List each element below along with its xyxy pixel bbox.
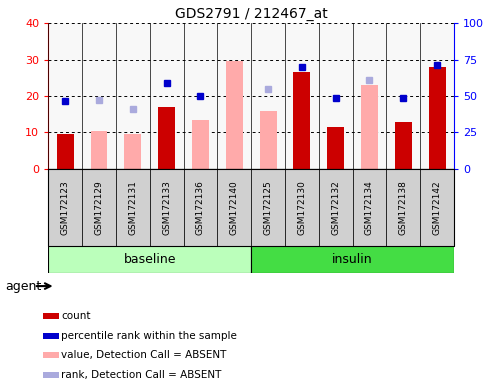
Text: GSM172130: GSM172130 (298, 180, 306, 235)
Text: agent: agent (5, 280, 41, 293)
Text: GSM172133: GSM172133 (162, 180, 171, 235)
Text: count: count (61, 311, 91, 321)
Title: GDS2791 / 212467_at: GDS2791 / 212467_at (175, 7, 327, 21)
Text: rank, Detection Call = ABSENT: rank, Detection Call = ABSENT (61, 370, 222, 380)
Bar (82, 169, 116, 246)
Bar (116, 169, 150, 246)
Text: GSM172123: GSM172123 (61, 180, 70, 235)
Bar (43, 313, 59, 319)
Bar (353, 169, 386, 246)
Text: baseline: baseline (124, 253, 176, 266)
Bar (217, 169, 251, 246)
Text: GSM172142: GSM172142 (433, 180, 441, 235)
Bar (327, 127, 344, 169)
Bar (91, 131, 108, 169)
Bar (319, 169, 353, 246)
Bar (361, 85, 378, 169)
Bar (57, 134, 74, 169)
Bar (150, 169, 184, 246)
Bar (420, 169, 454, 246)
Text: GSM172138: GSM172138 (399, 180, 408, 235)
Bar (43, 353, 59, 358)
Text: GSM172132: GSM172132 (331, 180, 340, 235)
Text: value, Detection Call = ABSENT: value, Detection Call = ABSENT (61, 350, 227, 360)
Bar (251, 169, 285, 246)
Bar (395, 121, 412, 169)
Text: GSM172129: GSM172129 (95, 180, 103, 235)
Text: GSM172136: GSM172136 (196, 180, 205, 235)
Text: insulin: insulin (332, 253, 373, 266)
Bar (285, 169, 319, 246)
Text: GSM172134: GSM172134 (365, 180, 374, 235)
Bar (48, 246, 251, 273)
Bar (43, 333, 59, 339)
Text: GSM172125: GSM172125 (264, 180, 272, 235)
Bar (158, 107, 175, 169)
Text: GSM172140: GSM172140 (230, 180, 239, 235)
Bar (251, 246, 454, 273)
Bar (43, 372, 59, 378)
Bar (260, 111, 277, 169)
Bar (294, 72, 311, 169)
Bar (48, 169, 82, 246)
Bar (125, 134, 142, 169)
Bar (226, 61, 243, 169)
Text: percentile rank within the sample: percentile rank within the sample (61, 331, 237, 341)
Bar (192, 120, 209, 169)
Text: GSM172131: GSM172131 (128, 180, 137, 235)
Bar (429, 67, 446, 169)
Bar (184, 169, 217, 246)
Bar (386, 169, 420, 246)
